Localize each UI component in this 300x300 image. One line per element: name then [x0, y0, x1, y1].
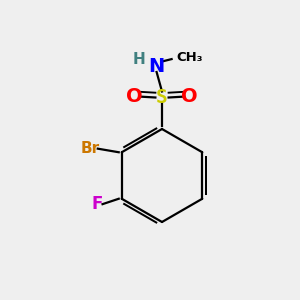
Text: F: F	[92, 195, 103, 213]
Text: N: N	[148, 56, 165, 76]
Text: O: O	[126, 87, 143, 106]
Text: H: H	[133, 52, 146, 67]
Text: CH₃: CH₃	[176, 51, 203, 64]
Text: S: S	[156, 88, 168, 107]
Text: O: O	[181, 87, 198, 106]
Text: Br: Br	[81, 141, 100, 156]
